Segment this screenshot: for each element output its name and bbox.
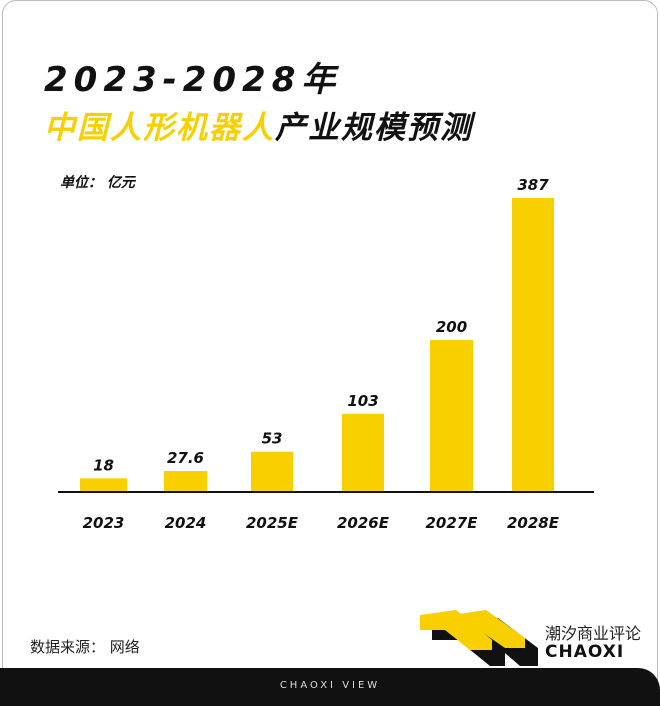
footer-bar: CHAOXI VIEW: [0, 668, 660, 706]
unit-label: 单位： 亿元: [60, 175, 135, 191]
data-label: 200: [436, 318, 467, 336]
brand-name-en: CHAOXI: [545, 642, 625, 662]
bar-2027E: [430, 340, 473, 492]
data-label: 53: [262, 430, 283, 448]
bar-2023: [80, 478, 127, 492]
bar-2025E: [251, 451, 293, 492]
x-tick-label: 2024: [165, 514, 207, 532]
title-highlight: 中国人形机器人: [44, 110, 275, 146]
bar-2024: [164, 471, 207, 492]
bar-chart: 18 2023 27.6 2024 53 2025E 103 2026E 200 2027E 387…: [58, 176, 594, 532]
x-tick-label: 2023: [83, 514, 125, 532]
data-label: 103: [347, 392, 378, 410]
x-tick-label: 2027E: [426, 514, 479, 532]
chart-title-line2: 中国人形机器人产业规模预测: [44, 102, 473, 147]
data-label: 387: [517, 176, 549, 194]
title-rest: 产业规模预测: [275, 110, 473, 146]
brand-name-cn: 潮汐商业评论: [545, 624, 642, 643]
x-tick-label: 2026E: [337, 514, 390, 532]
x-tick-label: 2028E: [507, 514, 560, 532]
x-tick-label: 2025E: [246, 514, 299, 532]
footer-text: CHAOXI VIEW: [279, 680, 381, 691]
source-note: 数据来源： 网络: [30, 638, 140, 656]
bar-2028E: [512, 198, 554, 492]
bar-2026E: [342, 413, 384, 492]
data-label: 27.6: [167, 449, 204, 467]
chart-title-line1: 2023-2028年: [44, 60, 342, 100]
data-label: 18: [93, 456, 114, 474]
